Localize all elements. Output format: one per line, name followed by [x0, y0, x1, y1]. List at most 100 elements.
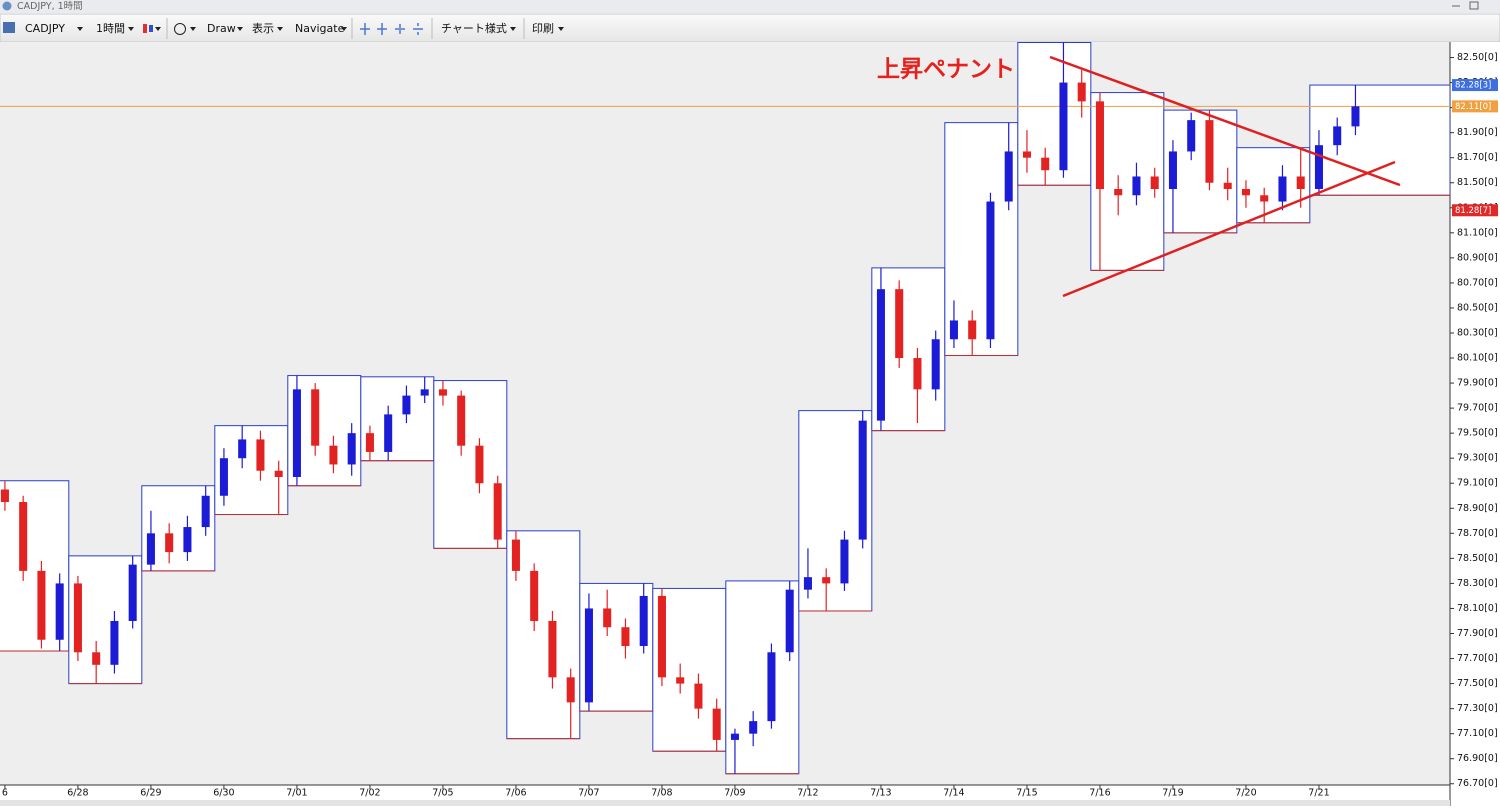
- candle-body: [749, 721, 758, 734]
- draw-menu[interactable]: Draw: [207, 22, 236, 35]
- candle-body: [840, 539, 849, 584]
- trendline: [1049, 55, 1401, 187]
- zoom-buttons[interactable]: [360, 23, 423, 35]
- candle-body: [402, 395, 411, 415]
- dropdown-arrow[interactable]: [510, 27, 516, 31]
- candle-body: [146, 533, 155, 565]
- price-tag-label: 81.28[7]: [1455, 206, 1491, 216]
- symbol-selector[interactable]: CADJPY: [25, 22, 65, 35]
- candle-body: [92, 652, 101, 665]
- dropdown-arrow[interactable]: [558, 27, 564, 31]
- price-tag-label: 82.28[3]: [1455, 81, 1491, 91]
- y-tick-label: 80.30[0]: [1457, 327, 1498, 338]
- candle-body: [1059, 82, 1068, 171]
- print-menu[interactable]: 印刷: [532, 22, 554, 35]
- candle-body: [1314, 145, 1323, 189]
- y-tick-label: 79.30[0]: [1457, 453, 1498, 464]
- navigate-menu[interactable]: Navigate: [295, 22, 345, 35]
- candle-style-button[interactable]: [143, 24, 161, 33]
- dropdown-arrow[interactable]: [128, 27, 134, 31]
- candle-body: [1278, 176, 1287, 202]
- candle-body: [931, 339, 940, 390]
- dropdown-arrow[interactable]: [277, 27, 283, 31]
- dropdown-arrow[interactable]: [341, 27, 347, 31]
- x-tick-label: 6: [2, 788, 8, 799]
- candle-body: [329, 445, 338, 465]
- candle-body: [1351, 106, 1360, 127]
- maximize-button[interactable]: [1469, 1, 1479, 10]
- candle-body: [1187, 120, 1196, 152]
- candle-body: [201, 495, 210, 528]
- candle-body: [694, 683, 703, 709]
- y-tick-label: 78.50[0]: [1457, 553, 1498, 564]
- dropdown-arrow[interactable]: [190, 27, 196, 31]
- x-tick-label: 7/12: [797, 788, 818, 799]
- y-tick-label: 76.90[0]: [1457, 753, 1498, 764]
- scrollbar[interactable]: [0, 800, 1450, 806]
- y-tick-label: 79.50[0]: [1457, 428, 1498, 439]
- y-tick-label: 76.70[0]: [1457, 778, 1498, 789]
- y-tick-label: 77.90[0]: [1457, 628, 1498, 639]
- chart-layer: [0, 42, 1450, 775]
- candle-body: [55, 583, 64, 640]
- timeframe-selector[interactable]: 1時間: [96, 22, 125, 35]
- symbol-icon[interactable]: [3, 22, 15, 33]
- candle-body: [913, 358, 922, 390]
- x-tick-label: 7/20: [1235, 788, 1256, 799]
- y-tick-label: 80.50[0]: [1457, 302, 1498, 313]
- candle-body: [1296, 176, 1305, 189]
- candle-body: [475, 445, 484, 484]
- candle-body: [365, 433, 374, 452]
- candle-body: [384, 414, 393, 452]
- candle-body: [1077, 82, 1086, 102]
- shape-tool[interactable]: [174, 23, 186, 35]
- x-tick-label: 7/02: [359, 788, 380, 799]
- candle-body: [1132, 176, 1141, 196]
- candle-body: [785, 589, 794, 653]
- candle-body: [110, 620, 119, 665]
- price-tag: [1452, 100, 1498, 113]
- dropdown-arrow[interactable]: [77, 27, 83, 31]
- view-menu[interactable]: 表示: [252, 21, 274, 35]
- x-tick-label: 7/06: [505, 788, 526, 799]
- x-tick-label: 6/29: [140, 788, 161, 799]
- candle-body: [311, 389, 320, 446]
- candle-body: [73, 583, 82, 653]
- x-tick-label: 6/28: [67, 788, 88, 799]
- candle-body: [37, 570, 46, 640]
- candle-body: [19, 502, 28, 571]
- y-tick-label: 79.70[0]: [1457, 403, 1498, 414]
- y-tick-label: 80.70[0]: [1457, 277, 1498, 288]
- x-tick-label: 7/15: [1016, 788, 1037, 799]
- candle-body: [1223, 182, 1232, 189]
- candle-body: [1168, 151, 1177, 189]
- candle-body: [530, 570, 539, 621]
- y-tick-label: 78.30[0]: [1457, 578, 1498, 589]
- toolbar: [0, 13, 1500, 43]
- candle-body: [949, 320, 958, 340]
- y-tick-label: 82.50[0]: [1457, 52, 1498, 63]
- candle-body: [347, 433, 356, 465]
- y-tick-label: 78.70[0]: [1457, 528, 1498, 539]
- title-bar: [0, 0, 1500, 13]
- candle-body: [1241, 189, 1250, 196]
- candle-body: [457, 395, 466, 446]
- y-tick-label: 78.90[0]: [1457, 503, 1498, 514]
- candle-body: [1150, 176, 1159, 189]
- candle-body: [438, 389, 447, 396]
- y-tick-label: 81.70[0]: [1457, 152, 1498, 163]
- y-tick-label: 79.10[0]: [1457, 478, 1498, 489]
- candle-body: [511, 539, 520, 571]
- candle-body: [1041, 157, 1050, 171]
- candle-body: [767, 652, 776, 722]
- chart-style-menu[interactable]: チャート様式: [441, 21, 507, 35]
- candle-body: [603, 608, 612, 628]
- candle-body: [256, 439, 265, 471]
- dropdown-arrow[interactable]: [237, 27, 243, 31]
- candle-body: [1260, 195, 1269, 202]
- x-tick-label: 7/21: [1308, 788, 1329, 799]
- price-tag: [1452, 204, 1498, 217]
- candle-body: [0, 489, 9, 503]
- candle-body: [858, 420, 867, 540]
